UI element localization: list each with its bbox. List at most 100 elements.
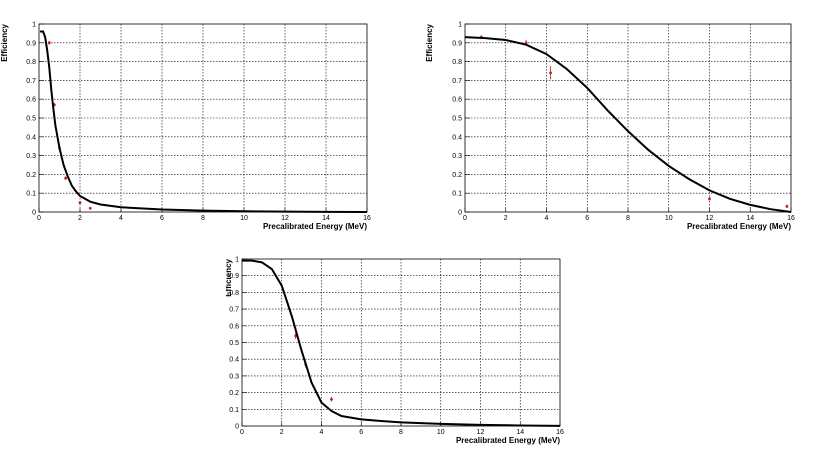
y-axis: 0 0.1 0.2 0.3 0.4 0.5 0.6 0.7 0.8 0.9 1 (452, 22, 470, 217)
y-tick-label: 0.8 (26, 59, 36, 66)
y-tick-label: 0 (458, 210, 462, 217)
y-tick-label: 1 (235, 257, 239, 264)
y-tick-label: 0.2 (229, 390, 239, 397)
chart-top-right-svg: 0 2 4 6 8 10 12 14 16 0 0.1 0.2 0.3 0.4 0.5 0.6 0.7 0.8 0.… (425, 22, 795, 232)
data-points (479, 35, 789, 209)
y-tick-label: 0 (235, 424, 239, 431)
x-tick-label: 14 (322, 215, 330, 222)
data-point (785, 204, 789, 209)
y-tick-label: 0.5 (26, 116, 36, 123)
y-tick-label: 0.6 (452, 97, 462, 104)
y-tick-label: 0.8 (452, 59, 462, 66)
fit-curve (464, 36, 792, 213)
y-tick-label: 1 (32, 22, 36, 29)
y-tick-label: 0.6 (229, 323, 239, 330)
x-tick-label: 6 (585, 215, 589, 222)
data-marker (785, 204, 789, 208)
y-tick-label: 0 (32, 210, 36, 217)
data-point (88, 206, 92, 210)
data-marker (78, 201, 82, 205)
x-tick-label: 8 (399, 429, 403, 436)
y-tick-label: 0.5 (229, 340, 239, 347)
x-tick-label: 12 (477, 429, 485, 436)
chart-top-left: 0 2 4 6 8 10 12 14 16 0 0.1 0.2 0.3 0.4 0.5 0.6 0.7 0.8 0.… (0, 0, 380, 240)
y-tick-label: 0.9 (26, 40, 36, 47)
grid (242, 259, 560, 426)
x-tick-label: 6 (359, 429, 363, 436)
grid (39, 24, 367, 212)
y-tick-label: 0.1 (229, 407, 239, 414)
y-axis-title: Efficiency (0, 23, 9, 61)
x-tick-label: 16 (556, 429, 564, 436)
y-tick-label: 0.7 (229, 307, 239, 314)
data-marker (708, 197, 711, 201)
y-tick-label: 0.4 (26, 134, 36, 141)
y-axis: 0 0.1 0.2 0.3 0.4 0.5 0.6 0.7 0.8 0.9 1 (229, 257, 247, 431)
x-tick-label: 4 (545, 215, 549, 222)
x-tick-label: 14 (746, 215, 754, 222)
x-tick-label: 4 (320, 429, 324, 436)
y-tick-label: 0.1 (452, 191, 462, 198)
x-tick-label: 10 (665, 215, 673, 222)
x-axis: 0 2 4 6 8 10 12 14 16 (240, 422, 564, 436)
fit-curve (242, 259, 561, 427)
data-point (47, 40, 51, 45)
x-tick-label: 16 (787, 215, 795, 222)
fit-curve (40, 30, 368, 213)
y-tick-label: 0.3 (26, 153, 36, 160)
y-tick-label: 0.1 (26, 191, 36, 198)
data-point (64, 176, 68, 181)
x-tick-label: 0 (37, 215, 41, 222)
x-axis: 0 2 4 6 8 10 12 14 16 (37, 208, 371, 222)
x-tick-label: 8 (201, 215, 205, 222)
x-tick-label: 12 (706, 215, 714, 222)
x-tick-label: 2 (504, 215, 508, 222)
x-tick-label: 14 (516, 429, 524, 436)
x-tick-label: 0 (463, 215, 467, 222)
x-tick-label: 8 (626, 215, 630, 222)
y-tick-label: 0.4 (229, 357, 239, 364)
y-tick-label: 0.3 (452, 153, 462, 160)
x-tick-label: 4 (119, 215, 123, 222)
y-tick-label: 0.8 (229, 290, 239, 297)
x-axis-title: Precalibrated Energy (MeV) (687, 222, 791, 231)
x-tick-label: 12 (281, 215, 289, 222)
chart-top-right: 0 2 4 6 8 10 12 14 16 0 0.1 0.2 0.3 0.4 0.5 0.6 0.7 0.8 0.… (425, 0, 805, 240)
y-tick-label: 0.9 (229, 273, 239, 280)
y-tick-label: 1 (458, 22, 462, 29)
y-tick-label: 0.5 (452, 116, 462, 123)
y-tick-label: 0.3 (229, 373, 239, 380)
y-tick-label: 0.2 (452, 172, 462, 179)
data-marker (549, 71, 552, 75)
y-tick-label: 0.7 (26, 78, 36, 85)
chart-top-left-svg: 0 2 4 6 8 10 12 14 16 0 0.1 0.2 0.3 0.4 0.5 0.6 0.7 0.8 0.… (0, 22, 371, 232)
y-tick-label: 0.9 (452, 40, 462, 47)
y-tick-label: 0.2 (26, 172, 36, 179)
data-marker (64, 176, 68, 180)
y-tick-label: 0.6 (26, 97, 36, 104)
data-point (708, 196, 711, 201)
x-tick-label: 2 (280, 429, 284, 436)
x-tick-label: 2 (78, 215, 82, 222)
data-marker (330, 397, 333, 401)
y-tick-label: 0.4 (452, 134, 462, 141)
chart-bottom-center-svg: 0 2 4 6 8 10 12 14 16 0 0.1 0.2 0.3 0.4 0.5 0.6 0.7 0.8 0.… (224, 257, 564, 446)
y-tick-label: 0.7 (452, 78, 462, 85)
data-marker (88, 206, 92, 210)
x-tick-label: 10 (437, 429, 445, 436)
y-axis: 0 0.1 0.2 0.3 0.4 0.5 0.6 0.7 0.8 0.9 1 (26, 22, 44, 217)
data-point (549, 66, 552, 80)
x-tick-label: 10 (240, 215, 248, 222)
x-axis-title: Precalibrated Energy (MeV) (263, 222, 367, 231)
x-tick-label: 6 (160, 215, 164, 222)
x-axis: 0 2 4 6 8 10 12 14 16 (463, 208, 795, 222)
x-tick-label: 0 (240, 429, 244, 436)
chart-bottom-center: 0 2 4 6 8 10 12 14 16 0 0.1 0.2 0.3 0.4 0.5 0.6 0.7 0.8 0.… (224, 252, 571, 454)
grid (465, 24, 791, 212)
x-axis-title: Precalibrated Energy (MeV) (456, 436, 560, 445)
y-axis-title: Efficiency (425, 23, 434, 61)
data-point (78, 201, 82, 205)
data-marker (47, 41, 51, 45)
x-tick-label: 16 (363, 215, 371, 222)
y-axis-title: Efficiency (226, 258, 233, 296)
